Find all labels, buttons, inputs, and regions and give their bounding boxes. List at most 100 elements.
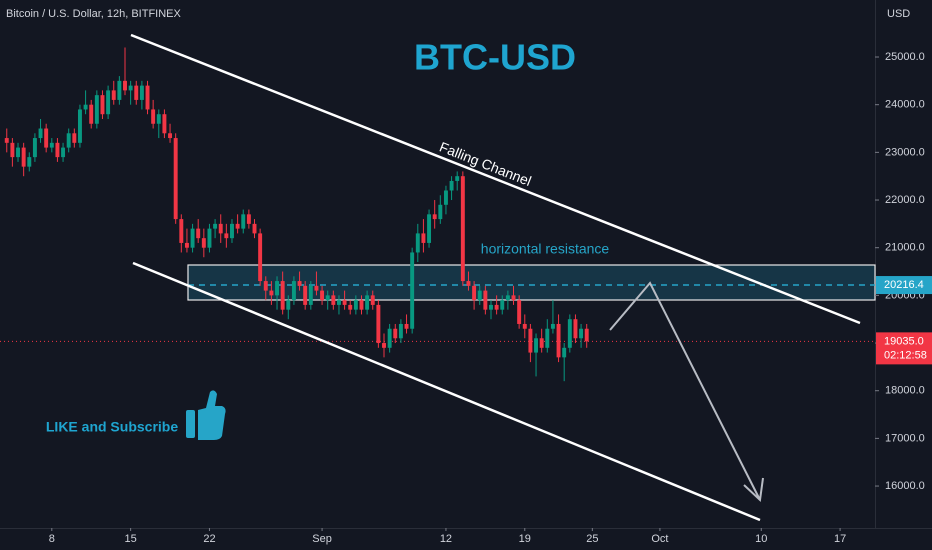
candle-body bbox=[567, 319, 572, 348]
candle-body bbox=[353, 300, 358, 310]
candle-body bbox=[584, 328, 589, 342]
resistance-label: horizontal resistance bbox=[481, 241, 610, 257]
candle-body bbox=[230, 223, 234, 239]
candle-body bbox=[218, 223, 223, 234]
candle-body bbox=[505, 295, 510, 301]
candle-body bbox=[511, 295, 516, 301]
candle-body bbox=[106, 90, 111, 115]
candle-body bbox=[32, 138, 37, 158]
candle-body bbox=[387, 328, 392, 348]
candle-body bbox=[213, 223, 218, 229]
candle-body bbox=[66, 133, 71, 148]
candle-body bbox=[517, 300, 522, 324]
heading: BTC-USD bbox=[414, 37, 576, 78]
candle-body bbox=[49, 142, 54, 148]
candle-body bbox=[331, 295, 336, 305]
candle-body bbox=[179, 219, 184, 243]
candle-body bbox=[173, 138, 178, 220]
candle-body bbox=[472, 285, 477, 301]
candle-body bbox=[100, 95, 105, 115]
candle-body bbox=[89, 104, 94, 124]
x-tick-label: 12 bbox=[440, 533, 452, 545]
thumbs-up-icon bbox=[186, 390, 226, 440]
y-tick-label: 25000.0 bbox=[885, 51, 925, 63]
candle-body bbox=[477, 290, 482, 301]
x-tick-label: 15 bbox=[125, 533, 137, 545]
candle-body bbox=[156, 114, 161, 124]
x-tick-label: 25 bbox=[586, 533, 598, 545]
candle-body bbox=[184, 242, 189, 248]
candle-body bbox=[455, 176, 460, 181]
candle-body bbox=[489, 304, 493, 310]
x-tick-label: 8 bbox=[49, 533, 55, 545]
candle-body bbox=[246, 214, 251, 224]
last-price-label: 19035.0 bbox=[884, 335, 924, 347]
candle-body bbox=[145, 85, 150, 110]
currency-label: USD bbox=[887, 8, 910, 20]
candle-body bbox=[376, 304, 381, 344]
candle-body bbox=[539, 338, 544, 348]
y-tick-label: 23000.0 bbox=[885, 146, 925, 158]
candle-body bbox=[241, 214, 246, 229]
candle-body bbox=[438, 204, 443, 220]
candle-body bbox=[77, 109, 82, 143]
candle-body bbox=[393, 328, 398, 339]
candle-body bbox=[494, 304, 499, 310]
candle-body bbox=[410, 252, 415, 329]
y-tick-label: 17000.0 bbox=[885, 432, 925, 444]
candle-body bbox=[94, 95, 99, 124]
candle-body bbox=[314, 285, 319, 291]
candle-body bbox=[117, 80, 122, 100]
candle-body bbox=[16, 147, 20, 158]
candle-body bbox=[297, 281, 302, 286]
candle-body bbox=[545, 328, 550, 348]
candle-body bbox=[365, 295, 370, 310]
candle-body bbox=[522, 323, 527, 329]
candle-body bbox=[252, 223, 257, 234]
candle-body bbox=[269, 290, 274, 296]
candle-body bbox=[111, 90, 116, 100]
candle-body bbox=[151, 109, 156, 124]
candle-body bbox=[342, 300, 347, 305]
arrow-head bbox=[743, 477, 764, 503]
countdown-label: 02:12:58 bbox=[884, 349, 927, 361]
candle-body bbox=[201, 238, 206, 248]
candle-body bbox=[449, 180, 454, 191]
x-tick-label: 19 bbox=[519, 533, 531, 545]
candle-body bbox=[27, 157, 32, 167]
candle-body bbox=[398, 323, 403, 339]
candle-body bbox=[500, 300, 505, 310]
candle-body bbox=[280, 281, 285, 310]
projection-arrow bbox=[609, 281, 761, 501]
candle-body bbox=[325, 295, 330, 301]
candle-body bbox=[21, 147, 26, 167]
candle-body bbox=[421, 233, 426, 243]
candle-body bbox=[207, 228, 212, 248]
candle-body bbox=[139, 85, 144, 100]
candle-body bbox=[556, 323, 561, 358]
candle-body bbox=[303, 285, 308, 305]
candle-body bbox=[162, 114, 167, 134]
candle-body bbox=[483, 290, 488, 310]
candle-body bbox=[348, 304, 353, 310]
candle-body bbox=[235, 223, 240, 229]
candle-body bbox=[291, 281, 296, 301]
x-tick-label: Sep bbox=[312, 533, 332, 545]
candle-body bbox=[534, 338, 539, 353]
candle-body bbox=[320, 290, 325, 301]
candle-body bbox=[336, 300, 341, 305]
candle-body bbox=[168, 133, 173, 139]
channel-lower bbox=[132, 261, 761, 522]
candle-body bbox=[190, 228, 195, 248]
candle-body bbox=[4, 138, 9, 143]
y-tick-label: 16000.0 bbox=[885, 480, 925, 492]
candle-body bbox=[123, 80, 127, 91]
candle-body bbox=[528, 328, 533, 353]
candle-body bbox=[83, 104, 88, 110]
candle-body bbox=[550, 323, 555, 329]
cta-label: LIKE and Subscribe bbox=[46, 419, 178, 435]
candle-body bbox=[72, 133, 77, 143]
candle-body bbox=[286, 300, 291, 310]
candle-body bbox=[573, 319, 578, 339]
